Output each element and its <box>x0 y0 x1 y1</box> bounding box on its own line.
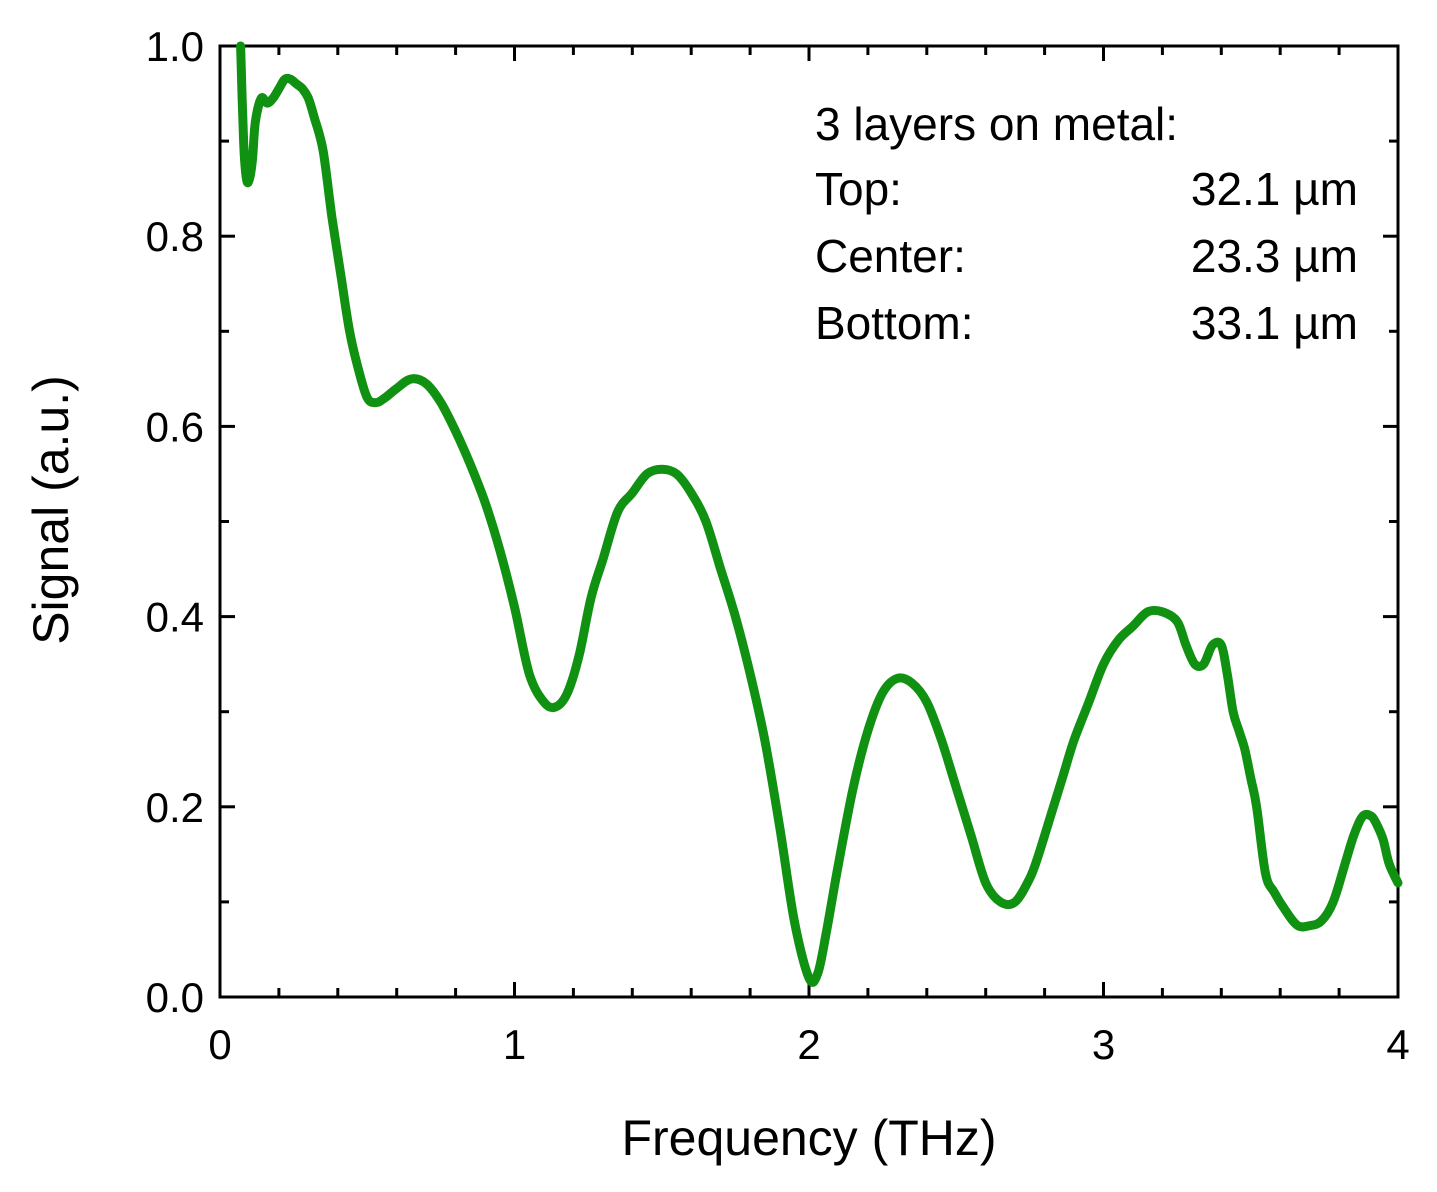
y-tick-label: 0.6 <box>146 403 204 450</box>
x-tick-label: 2 <box>797 1021 820 1068</box>
y-tick-label: 0.0 <box>146 974 204 1021</box>
y-tick-label: 0.2 <box>146 784 204 831</box>
y-tick-label: 1.0 <box>146 23 204 70</box>
tick-labels: 0 1 2 3 4 0.0 0.2 0.4 0.6 0.8 1.0 <box>146 23 1410 1068</box>
annotation-row-label-center: Center: <box>815 230 966 282</box>
x-tick-label: 0 <box>208 1021 231 1068</box>
annotation-row-label-top: Top: <box>815 163 902 215</box>
annotation-row-value-bottom: 33.1 µm <box>1191 297 1358 349</box>
annotation-row-value-top: 32.1 µm <box>1191 163 1358 215</box>
annotation-row-label-bottom: Bottom: <box>815 297 974 349</box>
annotation-row-value-center: 23.3 µm <box>1191 230 1358 282</box>
annotation-title: 3 layers on metal: <box>815 98 1178 150</box>
y-tick-label: 0.4 <box>146 594 204 641</box>
x-axis-title: Frequency (THz) <box>621 1110 996 1166</box>
x-tick-label: 4 <box>1386 1021 1409 1068</box>
x-tick-label: 3 <box>1092 1021 1115 1068</box>
series-line <box>236 41 1403 987</box>
y-tick-label: 0.8 <box>146 213 204 260</box>
y-axis-title: Signal (a.u.) <box>23 375 79 645</box>
tick-marks <box>218 44 1400 999</box>
x-tick-label: 1 <box>503 1021 526 1068</box>
annotation-box: 3 layers on metal: Top: 32.1 µm Center: … <box>815 98 1358 349</box>
